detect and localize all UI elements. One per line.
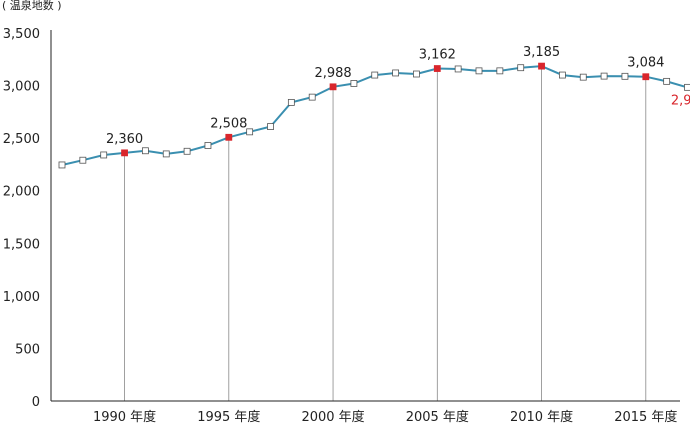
- data-point: [287, 98, 295, 106]
- data-points: [58, 62, 690, 169]
- highlight-point: [433, 65, 441, 72]
- y-tick-label: 1,000: [3, 290, 40, 305]
- x-tick-label: 1995 年度: [197, 409, 260, 425]
- data-point: [621, 72, 629, 80]
- data-point: [684, 83, 690, 91]
- data-label: 3,084: [627, 56, 664, 71]
- y-tick-label: 1,500: [3, 237, 40, 252]
- data-point: [58, 161, 66, 169]
- axes: [50, 30, 680, 402]
- data-label: 2,508: [210, 116, 247, 131]
- data-point: [663, 77, 671, 85]
- x-tick-label: 2005 年度: [406, 409, 469, 425]
- x-tick-label: 2015 年度: [614, 409, 677, 425]
- y-tick-label: 0: [32, 395, 40, 410]
- data-point: [100, 151, 108, 159]
- data-point: [79, 156, 87, 164]
- data-point: [141, 147, 149, 155]
- highlight-point: [329, 83, 337, 91]
- data-point: [413, 70, 420, 78]
- data-point: [162, 150, 170, 158]
- guide-lines: [124, 66, 647, 401]
- data-label: 3,185: [523, 45, 560, 60]
- highlight-point: [121, 149, 128, 157]
- data-point: [600, 72, 608, 80]
- data-point: [350, 80, 358, 87]
- data-point: [392, 69, 400, 77]
- data-point: [308, 93, 316, 101]
- data-point: [371, 71, 379, 79]
- data-point: [496, 67, 504, 75]
- data-labels: 2,360 2,508 2,988 3,162 3,185 3,084 2,983: [106, 45, 690, 147]
- series-line: [61, 65, 688, 166]
- data-point: [559, 71, 566, 79]
- highlight-point: [642, 73, 650, 81]
- data-point: [475, 67, 483, 75]
- data-point: [517, 64, 525, 72]
- y-tick-label: 2,000: [3, 185, 40, 200]
- data-point: [183, 147, 191, 155]
- y-tick-label: 3,000: [3, 80, 40, 95]
- y-tick-label: 3,500: [3, 27, 40, 42]
- highlight-point: [225, 133, 233, 141]
- highlight-point: [538, 62, 545, 70]
- y-tick-labels: 0 500 1,000 1,500 2,000 2,500 3,000 3,500: [3, 27, 40, 410]
- x-tick-label: 2010 年度: [510, 409, 573, 425]
- y-tick-label: 500: [15, 342, 40, 357]
- data-point: [204, 142, 212, 149]
- data-point: [579, 73, 587, 81]
- x-tick-label: 1990 年度: [93, 409, 156, 425]
- data-label: 2,988: [314, 66, 351, 81]
- x-tick-labels: 1990 年度 1995 年度 2000 年度 2005 年度 2010 年度 2015 …: [93, 409, 677, 425]
- y-tick-label: 2,500: [3, 132, 40, 147]
- data-label: 2,360: [106, 132, 143, 147]
- data-point: [267, 123, 274, 130]
- x-tick-label: 2000 年度: [301, 409, 364, 425]
- y-unit-label: ( 温泉地数 ): [2, 0, 62, 12]
- data-point: [454, 65, 462, 73]
- data-point: [246, 128, 254, 136]
- data-label: 2,983: [671, 93, 690, 108]
- data-label: 3,162: [419, 48, 456, 63]
